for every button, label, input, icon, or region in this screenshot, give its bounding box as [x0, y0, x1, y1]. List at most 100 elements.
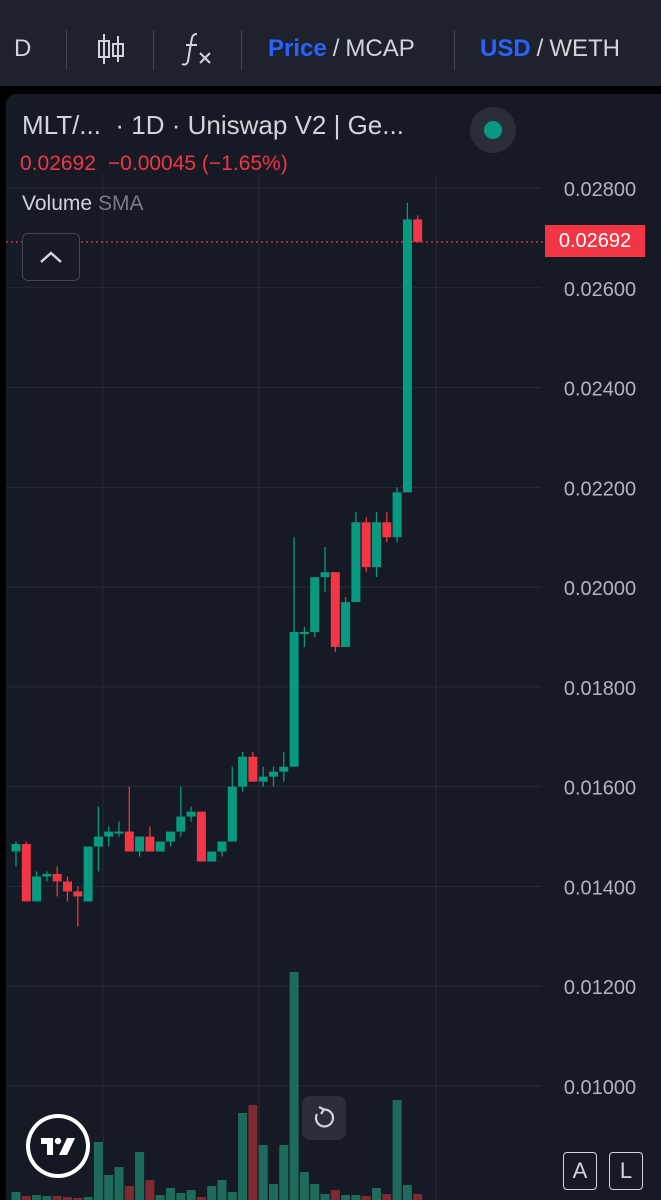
chart-pane[interactable]: 0.02800 0.02600 0.02400 0.02200 0.02000 0.018…	[6, 94, 661, 1200]
volume-bar	[166, 1188, 175, 1200]
y-axis-tick-label: 0.02000	[564, 578, 636, 600]
toggle-slash: /	[536, 35, 544, 62]
interval-button[interactable]: D	[14, 35, 32, 62]
volume-bar	[382, 1194, 392, 1200]
volume-bar	[114, 1167, 124, 1200]
candle-body	[227, 786, 237, 842]
y-axis-tick-label: 0.01600	[564, 778, 636, 800]
weth-option[interactable]: WETH	[549, 35, 620, 62]
volume-bar	[269, 1184, 278, 1200]
tradingview-logo[interactable]	[26, 1114, 90, 1178]
candle-body	[11, 844, 21, 852]
toolbar-divider	[153, 30, 154, 70]
volume-bar	[238, 1113, 248, 1200]
volume-bar	[351, 1195, 361, 1200]
y-axis-tick-label: 0.02200	[564, 478, 636, 500]
reset-chart-button[interactable]	[302, 1096, 346, 1140]
candlestick-chart[interactable]: 0.02800 0.02600 0.02400 0.02200 0.02000 0.018…	[6, 94, 661, 1200]
volume-bar	[361, 1196, 371, 1200]
volume-bar	[11, 1192, 21, 1200]
toolbar-divider	[66, 30, 67, 70]
candle-body	[289, 632, 299, 767]
reset-icon	[314, 1106, 335, 1128]
usd-option[interactable]: USD	[480, 35, 531, 62]
toolbar-divider	[241, 30, 242, 70]
candle-body	[63, 881, 72, 892]
volume-bar	[289, 972, 299, 1200]
volume-bar	[135, 1152, 145, 1200]
candle-body	[114, 831, 124, 834]
volume-bar	[32, 1195, 42, 1200]
candle-body	[42, 873, 52, 877]
candle-body	[320, 572, 330, 578]
volume-bar	[330, 1190, 340, 1200]
candle-body	[52, 873, 62, 882]
volume-bar	[413, 1194, 423, 1200]
indicators-fx-icon[interactable]	[180, 24, 214, 74]
tradingview-logo-inner	[30, 1118, 86, 1174]
symbol-legend-title[interactable]: MLT/... · 1D · Uniswap V2 | Ge...	[22, 110, 404, 140]
toggle-slash: /	[332, 35, 340, 62]
candle-body	[145, 836, 155, 852]
volume-bar	[186, 1190, 196, 1200]
candle-body	[186, 811, 196, 817]
auto-scale-button[interactable]: A	[563, 1152, 597, 1190]
volume-bar	[402, 1185, 412, 1200]
price-option[interactable]: Price	[268, 35, 327, 62]
candle-body	[310, 577, 320, 633]
volume-bar	[196, 1197, 206, 1200]
candle-body	[176, 816, 186, 832]
collapse-legend-button[interactable]	[22, 233, 80, 281]
candle-body	[238, 756, 248, 787]
volume-bar	[320, 1194, 330, 1200]
volume-bar	[73, 1198, 83, 1200]
volume-bar	[124, 1186, 134, 1200]
log-scale-button[interactable]: L	[609, 1152, 643, 1190]
y-axis-tick-label: 0.02400	[564, 379, 636, 401]
volume-legend[interactable]: Volume SMA	[22, 192, 144, 216]
candle-body	[402, 219, 412, 493]
candle-body	[269, 771, 278, 777]
y-axis-tick-label: 0.01200	[564, 977, 636, 999]
volume-bar	[21, 1196, 31, 1200]
legend-price-line: 0.02692 −0.00045 (−1.65%)	[20, 152, 300, 176]
volume-label: Volume	[22, 192, 93, 215]
candle-body	[21, 844, 31, 902]
candle-body	[413, 219, 423, 242]
volume-bar	[372, 1188, 381, 1200]
candle-body	[93, 836, 103, 847]
volume-bar	[341, 1195, 351, 1200]
status-dot-icon	[484, 121, 502, 139]
candle-body	[330, 572, 340, 647]
candle-body	[279, 766, 289, 772]
candle-body	[135, 836, 145, 852]
y-axis-tick-label: 0.01400	[564, 877, 636, 899]
candle-body	[196, 811, 206, 862]
candle-body	[372, 522, 381, 568]
candle-body	[166, 831, 175, 842]
candle-body	[83, 846, 93, 902]
y-axis-tick-label: 0.02800	[564, 179, 636, 201]
volume-bar	[392, 1100, 402, 1200]
y-axis-tick-label: 0.01000	[564, 1077, 636, 1099]
last-price-tag: 0.02692	[545, 225, 645, 257]
volume-bar	[52, 1196, 62, 1200]
volume-bar	[104, 1175, 114, 1200]
legend-change: −0.00045 (−1.65%)	[107, 152, 288, 175]
candle-body	[32, 876, 42, 902]
price-mcap-toggle[interactable]: Price / MCAP	[268, 24, 415, 74]
candle-body	[351, 522, 361, 603]
volume-bar	[217, 1180, 227, 1200]
candle-body	[73, 891, 83, 897]
candles-icon[interactable]	[96, 24, 126, 74]
volume-bar	[176, 1193, 186, 1200]
tradingview-icon	[41, 1137, 75, 1155]
candle-body	[217, 841, 227, 852]
mcap-option[interactable]: MCAP	[345, 35, 415, 62]
legend-last-price: 0.02692	[20, 152, 96, 175]
y-axis-tick-label: 0.01800	[564, 678, 636, 700]
currency-toggle[interactable]: USD / WETH	[480, 24, 620, 74]
volume-bar	[279, 1145, 289, 1200]
candle-body	[341, 602, 351, 647]
market-status-indicator[interactable]	[470, 107, 516, 153]
